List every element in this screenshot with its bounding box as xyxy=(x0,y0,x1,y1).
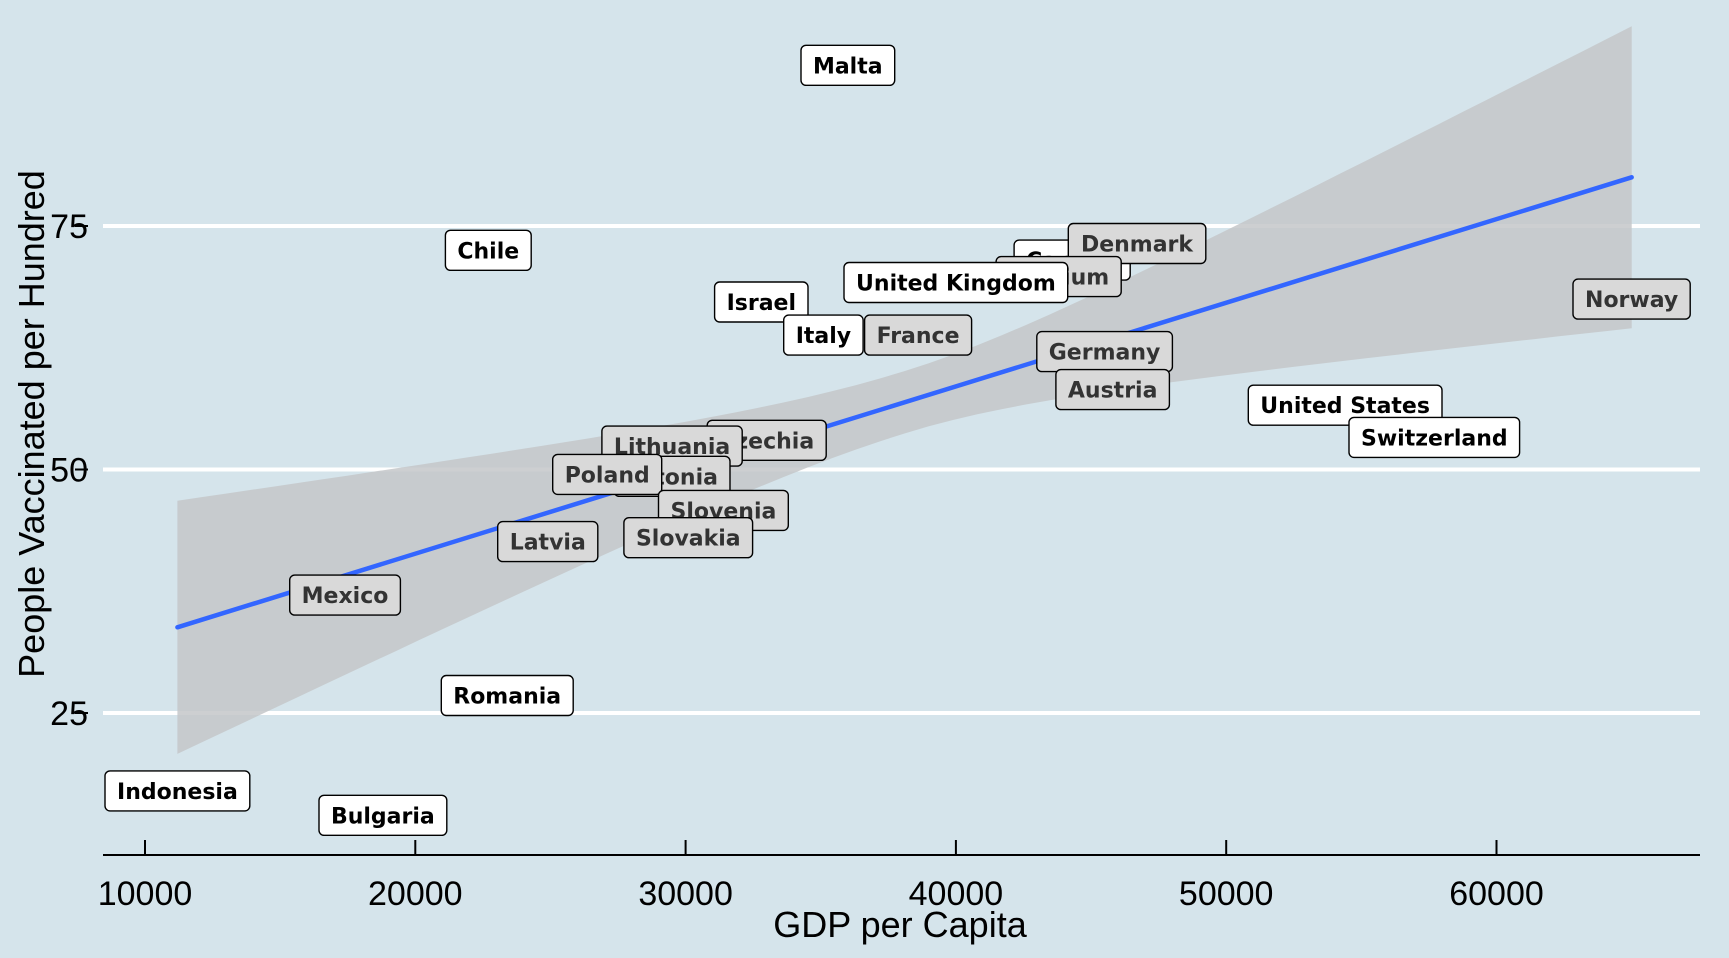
point-label: Poland xyxy=(565,463,650,488)
confidence-band-layer xyxy=(177,26,1632,754)
point-malta: Malta xyxy=(800,44,896,86)
point-latvia: Latvia xyxy=(497,520,599,563)
point-label: Norway xyxy=(1585,288,1678,313)
point-switzerland: Switzerland xyxy=(1348,416,1521,459)
point-label: Romania xyxy=(453,684,561,709)
point-label: Denmark xyxy=(1081,233,1194,258)
point-france: France xyxy=(863,314,973,356)
point-label-box xyxy=(1067,222,1207,265)
x-tick-label: 50000 xyxy=(1179,875,1274,913)
x-axis-title: GDP per Capita xyxy=(773,904,1027,945)
point-norway: Norway xyxy=(1572,278,1691,320)
x-axis: 10000 20000 30000 40000 50000 60000 xyxy=(98,840,1700,913)
y-axis-ticks: 25 50 75 xyxy=(50,208,88,733)
point-label-box xyxy=(843,261,1069,304)
point-indonesia: Indonesia xyxy=(104,770,251,812)
point-label: France xyxy=(877,324,960,349)
point-label: Austria xyxy=(1068,379,1158,404)
point-label: Switzerland xyxy=(1361,426,1508,451)
x-tick-label: 30000 xyxy=(638,875,733,913)
trend-line-layer xyxy=(175,175,1634,630)
point-mexico: Mexico xyxy=(289,574,402,616)
point-label-box xyxy=(1572,278,1691,320)
point-chile: Chile xyxy=(444,229,532,272)
y-tick-label: 50 xyxy=(50,452,88,490)
point-label: United Kingdom xyxy=(856,271,1056,296)
point-label: Mexico xyxy=(302,584,389,609)
point-label-box xyxy=(1055,368,1171,411)
point-romania: Romania xyxy=(440,674,574,717)
point-label-box xyxy=(318,794,448,836)
point-israel: Israel xyxy=(713,281,809,323)
point-italy: Italy xyxy=(783,314,864,356)
point-united-kingdom: United Kingdom xyxy=(843,261,1069,304)
x-tick-label: 20000 xyxy=(368,875,463,913)
point-label: Indonesia xyxy=(117,780,238,805)
confidence-band xyxy=(177,26,1632,754)
point-label-box xyxy=(289,574,402,616)
y-axis-title: People Vaccinated per Hundred xyxy=(11,170,52,678)
point-united-states: United States xyxy=(1247,384,1443,426)
point-label-box xyxy=(444,229,532,272)
trend-line xyxy=(175,175,1634,630)
point-label: United States xyxy=(1260,394,1430,419)
point-label: Germany xyxy=(1049,341,1161,366)
point-label-box xyxy=(713,281,809,323)
point-bulgaria: Bulgaria xyxy=(318,794,448,836)
point-germany: Germany xyxy=(1036,330,1174,373)
x-tick-label: 40000 xyxy=(909,875,1004,913)
point-label-box xyxy=(440,674,574,717)
point-label-box xyxy=(552,453,663,496)
point-label: Italy xyxy=(796,324,851,349)
y-tick-label: 75 xyxy=(50,208,88,246)
point-austria: Austria xyxy=(1055,368,1171,411)
x-tick-label: 60000 xyxy=(1449,875,1544,913)
point-slovakia: Slovakia xyxy=(623,517,754,559)
point-denmark: Denmark xyxy=(1067,222,1207,265)
point-label-box xyxy=(497,520,599,563)
point-label-box xyxy=(104,770,251,812)
point-label: Bulgaria xyxy=(331,804,435,829)
point-label: Slovakia xyxy=(636,527,741,552)
point-label-box xyxy=(1348,416,1521,459)
point-label-box xyxy=(800,44,896,86)
point-label: Latvia xyxy=(510,531,586,556)
point-label-box xyxy=(863,314,973,356)
point-label-box xyxy=(623,517,754,559)
point-label-box xyxy=(783,314,864,356)
point-label: Israel xyxy=(727,291,796,316)
y-tick-label: 25 xyxy=(50,695,88,733)
point-poland: Poland xyxy=(552,453,663,496)
point-label: Malta xyxy=(813,54,883,79)
point-labels: MaltaChileCanadaDenmarkBelgiumUnited Kin… xyxy=(104,44,1691,836)
x-tick-label: 10000 xyxy=(98,875,193,913)
point-label-box xyxy=(1247,384,1443,426)
point-label: Chile xyxy=(457,239,519,264)
